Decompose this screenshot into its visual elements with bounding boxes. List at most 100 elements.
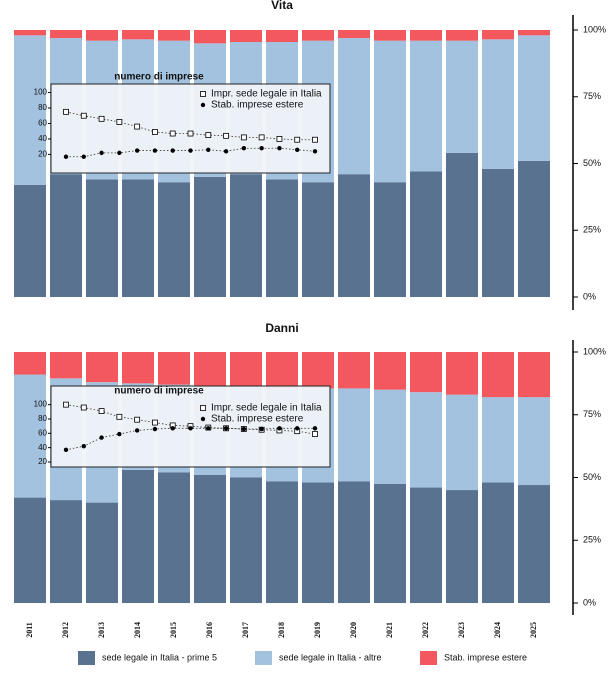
inset-y-tick-label: 100 — [34, 88, 48, 97]
bar-segment — [266, 179, 298, 297]
bar-segment — [194, 30, 226, 44]
bar-segment — [410, 352, 442, 393]
inset-marker — [259, 146, 264, 151]
bar-segment — [482, 482, 514, 603]
legend-swatch — [420, 651, 437, 665]
inset-marker — [241, 426, 247, 432]
inset-marker — [276, 136, 283, 142]
bar-segment — [338, 174, 370, 297]
bar-segment — [266, 481, 298, 603]
bar-segment — [50, 30, 82, 39]
bar-segment — [518, 35, 550, 161]
bar-segment — [158, 352, 190, 385]
bar-segment — [374, 483, 406, 603]
legend-label: sede legale in Italia - prime 5 — [102, 652, 217, 662]
x-tick-label: 2025 — [529, 622, 538, 638]
inset-y-tick-label: 80 — [38, 103, 47, 112]
inset-marker — [200, 416, 206, 422]
inset-marker — [134, 416, 141, 423]
legend-label: Stab. imprese estere — [444, 652, 527, 662]
bar-segment — [374, 352, 406, 390]
bar-segment — [302, 182, 334, 297]
bar-segment — [158, 472, 190, 603]
inset-marker — [134, 148, 140, 153]
inset-title: numero di imprese — [114, 386, 204, 397]
bar-segment — [14, 184, 46, 297]
bar-segment — [14, 352, 46, 375]
bar-segment — [14, 497, 46, 603]
inset-marker — [295, 147, 300, 152]
x-tick-label: 2022 — [421, 622, 430, 638]
bar-segment — [518, 30, 550, 36]
bar-segment — [482, 39, 514, 169]
inset-marker — [200, 91, 206, 97]
x-tick-label: 2019 — [313, 622, 322, 638]
bar-segment — [230, 352, 262, 386]
inset-marker — [277, 426, 282, 431]
x-tick-label: 2014 — [133, 622, 142, 638]
bar-segment — [86, 30, 118, 41]
inset-marker — [187, 130, 194, 137]
bar-segment — [14, 35, 46, 185]
bar-segment — [302, 352, 334, 389]
legend-swatch — [255, 651, 272, 665]
inset-marker — [152, 129, 158, 135]
y-tick-label: 75% — [583, 409, 601, 419]
bar-segment — [122, 179, 154, 297]
inset-legend-label: Impr. sede legale in Italia — [211, 89, 322, 100]
inset-marker — [134, 123, 141, 130]
inset-marker — [152, 148, 158, 153]
inset-marker — [312, 136, 318, 143]
inset-marker — [295, 426, 300, 431]
y-tick-label: 25% — [583, 535, 601, 545]
inset-y-tick-label: 40 — [38, 134, 47, 143]
inset-marker — [170, 426, 175, 431]
inset-marker — [99, 150, 104, 156]
inset-marker — [241, 146, 247, 151]
bar-segment — [482, 352, 514, 398]
bar-segment — [374, 389, 406, 484]
bar-segment — [158, 30, 190, 41]
inset-marker — [312, 149, 318, 154]
x-tick-label: 2018 — [277, 622, 286, 638]
inset-marker — [116, 413, 123, 420]
y-tick-label: 25% — [583, 225, 601, 235]
bar-segment — [446, 490, 478, 603]
x-tick-label: 2012 — [61, 622, 70, 638]
y-tick-label: 50% — [583, 472, 601, 482]
inset-panel — [50, 83, 331, 174]
bar-segment — [194, 352, 226, 386]
bar-segment — [50, 352, 82, 379]
bar-segment — [338, 352, 370, 389]
inset-marker — [277, 146, 282, 151]
bar-segment — [410, 487, 442, 603]
inset-marker — [152, 426, 158, 432]
inset-y-tick-label: 80 — [38, 414, 47, 423]
bar-segment — [446, 30, 478, 41]
inset-marker — [81, 444, 86, 449]
inset-marker — [170, 148, 175, 153]
inset-marker — [81, 154, 86, 159]
bar-segment — [446, 394, 478, 491]
bar-segment — [194, 176, 226, 297]
inset-marker — [240, 134, 247, 141]
inset-marker — [80, 404, 87, 411]
bar-segment — [482, 397, 514, 483]
x-tick-label: 2024 — [493, 622, 502, 638]
bar-segment — [374, 40, 406, 183]
inset-marker — [98, 408, 105, 414]
y-tick-label: 0% — [583, 291, 596, 301]
bar-segment — [446, 40, 478, 153]
inset-marker — [152, 419, 158, 426]
bar-segment — [338, 388, 370, 482]
chart-title: Vita — [271, 0, 293, 12]
inset-marker — [200, 405, 206, 411]
bar-segment — [122, 352, 154, 384]
inset-title: numero di imprese — [114, 72, 204, 83]
legend-label: sede legale in Italia - altre — [279, 652, 382, 662]
inset-marker — [200, 102, 206, 108]
bar-segment — [338, 481, 370, 603]
bar-segment — [302, 30, 334, 41]
inset-marker — [63, 447, 69, 452]
